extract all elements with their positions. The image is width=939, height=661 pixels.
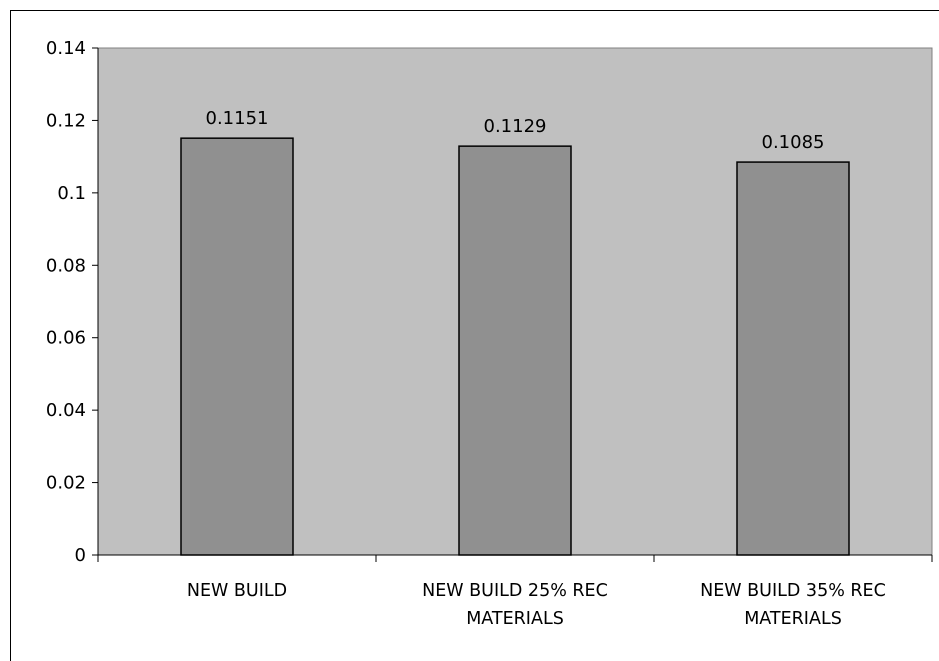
data-label: 0.1085 [762, 132, 825, 153]
y-tick-label: 0 [75, 545, 86, 566]
bar [458, 145, 572, 556]
bar [180, 137, 294, 556]
y-tick-label: 0.14 [46, 38, 86, 59]
y-tick-label: 0.04 [46, 400, 86, 421]
chart-border [10, 10, 939, 661]
x-tick-label: NEW BUILD 25% REC MATERIALS [422, 581, 608, 629]
y-tick-label: 0.1 [57, 183, 86, 204]
y-tick-label: 0.08 [46, 255, 86, 276]
bar [736, 161, 850, 556]
y-tick-label: 0.02 [46, 473, 86, 494]
y-tick-label: 0.06 [46, 328, 86, 349]
data-label: 0.1129 [484, 116, 547, 137]
x-tick-label: NEW BUILD [186, 581, 288, 601]
x-tick-label: NEW BUILD 35% REC MATERIALS [700, 581, 886, 629]
y-tick-label: 0.12 [46, 110, 86, 131]
data-label: 0.1151 [206, 108, 269, 129]
